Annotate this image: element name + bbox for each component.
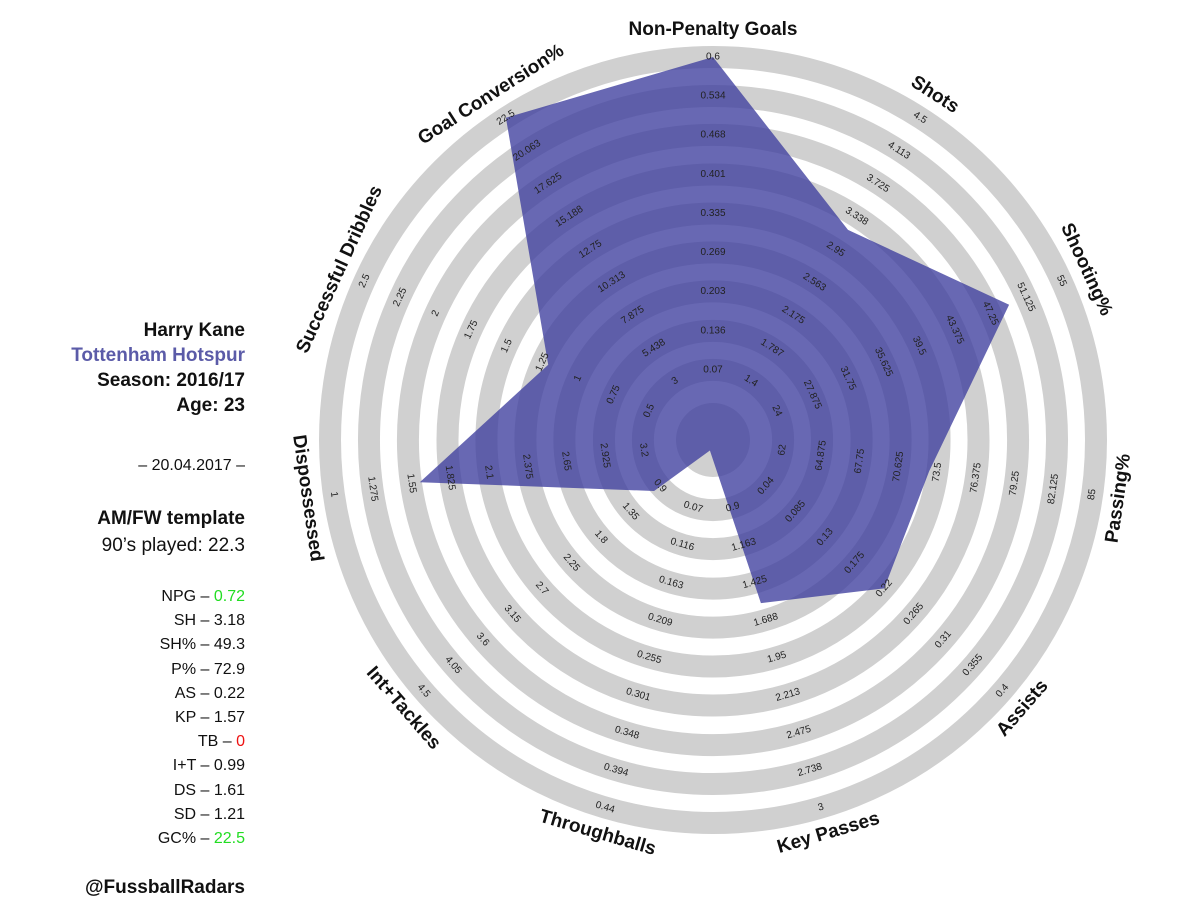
tick-label: 0.203 bbox=[700, 286, 725, 297]
tick-label: 0.401 bbox=[700, 169, 725, 180]
tick-label: 0.136 bbox=[700, 326, 725, 337]
stat-value: 22.5 bbox=[213, 830, 245, 847]
credit: @FussballRadars bbox=[84, 877, 245, 898]
stat-label: SD – bbox=[173, 805, 210, 823]
tick-label: 1.5 bbox=[499, 337, 515, 355]
stat-label: AS – bbox=[174, 684, 210, 702]
tick-label: 1 bbox=[572, 373, 584, 383]
stat-label: SH – bbox=[173, 612, 210, 630]
tick-label: 0.269 bbox=[700, 247, 725, 258]
axis-label: Non-Penalty Goals bbox=[629, 19, 798, 40]
stat-label: P% – bbox=[171, 660, 210, 678]
stat-value: 1.57 bbox=[213, 709, 245, 726]
stat-value: 1.61 bbox=[213, 781, 245, 799]
template: AM/FW template bbox=[97, 508, 245, 529]
tick-label: 0.468 bbox=[700, 130, 725, 141]
tick-label: 73.5 bbox=[931, 461, 945, 482]
stat-label: DS – bbox=[173, 781, 210, 799]
stat-value: 0.72 bbox=[213, 588, 245, 605]
tick-label: 0.5 bbox=[641, 402, 657, 420]
stat-row: P% – 72.9 bbox=[171, 661, 245, 679]
tick-label: 0.44 bbox=[594, 800, 616, 816]
stat-row: SH% – 49.3 bbox=[160, 636, 245, 654]
stat-row: KP – 1.57 bbox=[175, 709, 245, 727]
stat-label: NPG – bbox=[161, 588, 210, 605]
stat-label: SH% – bbox=[159, 636, 210, 654]
radar-area bbox=[419, 57, 1010, 604]
stat-row: SH – 3.18 bbox=[174, 612, 245, 630]
tick-label: 76.375 bbox=[968, 461, 983, 493]
tick-label: 82.125 bbox=[1046, 473, 1061, 505]
axis-label: Passing% bbox=[1102, 452, 1136, 544]
date: – 20.04.2017 – bbox=[138, 457, 245, 474]
tick-label: 1.55 bbox=[404, 473, 418, 494]
stat-value: 49.3 bbox=[213, 636, 245, 654]
stat-label: GC% – bbox=[157, 830, 210, 847]
stat-row: DS – 1.61 bbox=[174, 782, 245, 800]
stat-row: NPG – 0.72 bbox=[161, 588, 245, 606]
age: Age: 23 bbox=[176, 395, 245, 416]
tick-label: 0.07 bbox=[682, 499, 704, 515]
tick-label: 79.25 bbox=[1008, 470, 1023, 497]
tick-label: 67.75 bbox=[853, 448, 868, 475]
tick-label: 1 bbox=[328, 491, 340, 499]
stat-row: AS – 0.22 bbox=[175, 685, 245, 703]
tick-label: 1.825 bbox=[443, 465, 458, 492]
stat-value: 0.99 bbox=[213, 757, 245, 775]
player-name: Harry Kane bbox=[143, 320, 245, 341]
tick-label: 3.2 bbox=[637, 442, 650, 458]
stat-row: TB – 0 bbox=[198, 733, 245, 751]
tick-label: 0.6 bbox=[706, 52, 720, 63]
stat-value: 72.9 bbox=[213, 660, 245, 678]
stat-row: SD – 1.21 bbox=[174, 806, 245, 824]
stat-label: I+T – bbox=[172, 757, 210, 775]
tick-label: 24 bbox=[769, 404, 784, 419]
tick-label: 1.275 bbox=[365, 476, 380, 503]
tick-label: 3 bbox=[817, 801, 826, 813]
tick-label: 2.65 bbox=[559, 451, 573, 472]
tick-label: 70.625 bbox=[891, 450, 906, 482]
stat-value: 0 bbox=[236, 733, 245, 751]
tick-label: 2.375 bbox=[520, 454, 535, 481]
tick-label: 64.875 bbox=[814, 439, 829, 471]
tick-label: 3 bbox=[670, 375, 681, 387]
tick-label: 2 bbox=[430, 308, 442, 318]
tick-label: 1.95 bbox=[766, 649, 788, 665]
tick-label: 2.1 bbox=[482, 465, 495, 481]
tick-label: 62 bbox=[776, 443, 789, 456]
tick-label: 85 bbox=[1086, 488, 1099, 501]
tick-label: 2.925 bbox=[598, 442, 613, 469]
tick-label: 0.335 bbox=[700, 208, 725, 219]
tick-label: 2.5 bbox=[357, 272, 373, 290]
tick-label: 0.534 bbox=[700, 91, 725, 102]
minutes-played: 90’s played: 22.3 bbox=[101, 535, 245, 556]
stat-label: TB – bbox=[197, 733, 232, 751]
stat-value: 3.18 bbox=[213, 612, 245, 630]
stat-row: GC% – 22.5 bbox=[158, 830, 245, 848]
stat-value: 1.21 bbox=[213, 805, 245, 823]
season: Season: 2016/17 bbox=[97, 370, 245, 391]
tick-label: 0.07 bbox=[703, 365, 723, 376]
tick-label: 55 bbox=[1054, 274, 1069, 289]
stat-value: 0.22 bbox=[213, 684, 245, 702]
team-name: Tottenham Hotspur bbox=[71, 345, 245, 366]
tick-label: 0.9 bbox=[725, 500, 742, 515]
stat-label: KP – bbox=[175, 709, 210, 726]
stat-row: I+T – 0.99 bbox=[173, 757, 245, 775]
